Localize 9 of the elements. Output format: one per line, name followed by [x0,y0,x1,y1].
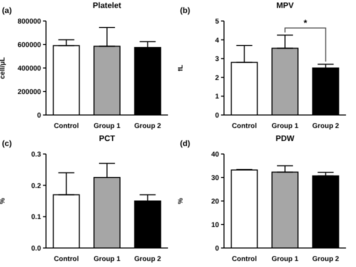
text: (d) [180,139,190,148]
chart-title: PCT [98,134,116,143]
annotation: * [302,18,308,28]
chart-title: MPV [275,1,295,10]
text: (c) [2,139,12,148]
chart-title: PDW [274,134,296,143]
text: (b) [180,6,190,15]
chart-title: Platelet [92,1,122,10]
text: (a) [2,6,12,15]
